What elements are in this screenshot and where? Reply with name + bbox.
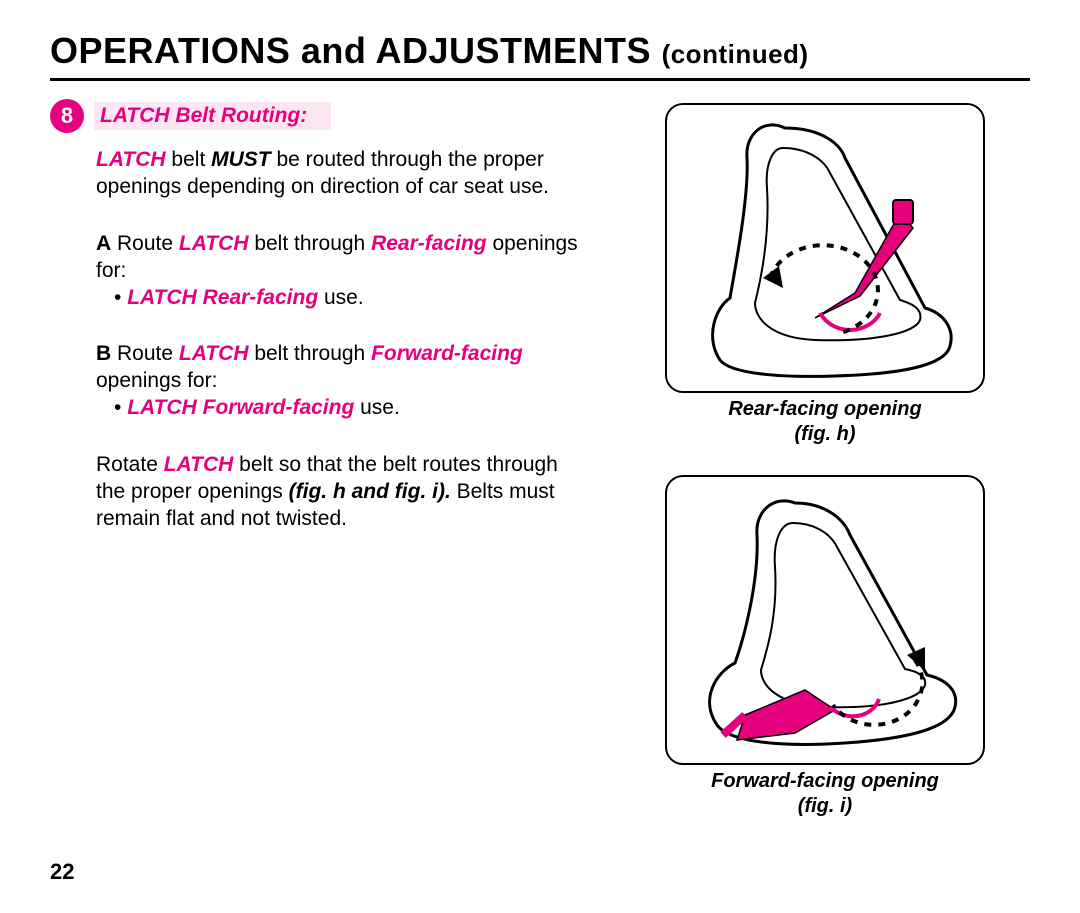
figure-i-illustration xyxy=(675,485,975,755)
title-continued: (continued) xyxy=(662,39,809,69)
a-t3: belt through xyxy=(248,232,371,255)
a-bullet: • LATCH Rear-facing use. xyxy=(114,286,364,309)
figure-h-box xyxy=(665,103,985,393)
figure-i-caption: Forward-facing opening (fig. i) xyxy=(711,769,939,819)
step-badge: 8 xyxy=(50,99,84,133)
section-title: LATCH Belt Routing: xyxy=(94,102,331,130)
b-bullet-rest: use. xyxy=(354,396,400,419)
section-title-prefix: LATCH xyxy=(100,104,170,127)
b-t5: openings for: xyxy=(96,369,217,392)
b-bullet-dot: • xyxy=(114,396,127,419)
step-a-lead: A xyxy=(96,232,111,255)
content-area: 8 LATCH Belt Routing: LATCH belt MUST be… xyxy=(50,99,1030,837)
intro-paragraph: LATCH belt MUST be routed through the pr… xyxy=(96,147,590,201)
fig-h-line2: (fig. h) xyxy=(794,423,855,445)
b-bullet: • LATCH Forward-facing use. xyxy=(114,396,400,419)
figure-h-caption: Rear-facing opening (fig. h) xyxy=(728,397,921,447)
text-column: 8 LATCH Belt Routing: LATCH belt MUST be… xyxy=(50,99,590,837)
rot-latch: LATCH xyxy=(164,453,234,476)
figure-i-box xyxy=(665,475,985,765)
b-forward: Forward-facing xyxy=(371,342,523,365)
figure-h-illustration xyxy=(675,108,975,388)
b-t3: belt through xyxy=(248,342,371,365)
page-number: 22 xyxy=(50,859,74,885)
figure-column: Rear-facing opening (fig. h) xyxy=(620,99,1030,837)
title-main: OPERATIONS and ADJUSTMENTS xyxy=(50,30,651,71)
a-latch: LATCH xyxy=(179,232,249,255)
fig-i-line2: (fig. i) xyxy=(798,795,852,817)
a-bullet-dot: • xyxy=(114,286,127,309)
b-latch: LATCH xyxy=(179,342,249,365)
step-b-lead: B xyxy=(96,342,111,365)
figure-i-group: Forward-facing opening (fig. i) xyxy=(665,475,985,819)
b-bullet-pink: LATCH Forward-facing xyxy=(127,396,354,419)
a-bullet-pink: LATCH Rear-facing xyxy=(127,286,318,309)
section-title-rest: Belt Routing: xyxy=(170,104,308,127)
fig-i-line1: Forward-facing opening xyxy=(711,770,939,792)
section-header: 8 LATCH Belt Routing: xyxy=(50,99,590,133)
b-t1: Route xyxy=(111,342,179,365)
intro-t2: belt xyxy=(166,148,212,171)
intro-must: MUST xyxy=(211,148,271,171)
step-b-paragraph: B Route LATCH belt through Forward-facin… xyxy=(96,341,590,422)
rotate-paragraph: Rotate LATCH belt so that the belt route… xyxy=(96,452,590,533)
buckle-icon xyxy=(893,200,913,224)
a-t1: Route xyxy=(111,232,179,255)
fig-h-line1: Rear-facing opening xyxy=(728,398,921,420)
step-a-paragraph: A Route LATCH belt through Rear-facing o… xyxy=(96,231,590,312)
figure-h-group: Rear-facing opening (fig. h) xyxy=(665,103,985,447)
seat-outline xyxy=(713,125,952,377)
a-rearfacing: Rear-facing xyxy=(371,232,487,255)
rot-figref: (fig. h and fig. i). xyxy=(289,480,451,503)
page-title: OPERATIONS and ADJUSTMENTS (continued) xyxy=(50,30,1030,81)
a-bullet-rest: use. xyxy=(318,286,364,309)
intro-latch: LATCH xyxy=(96,148,166,171)
rot-t1: Rotate xyxy=(96,453,164,476)
